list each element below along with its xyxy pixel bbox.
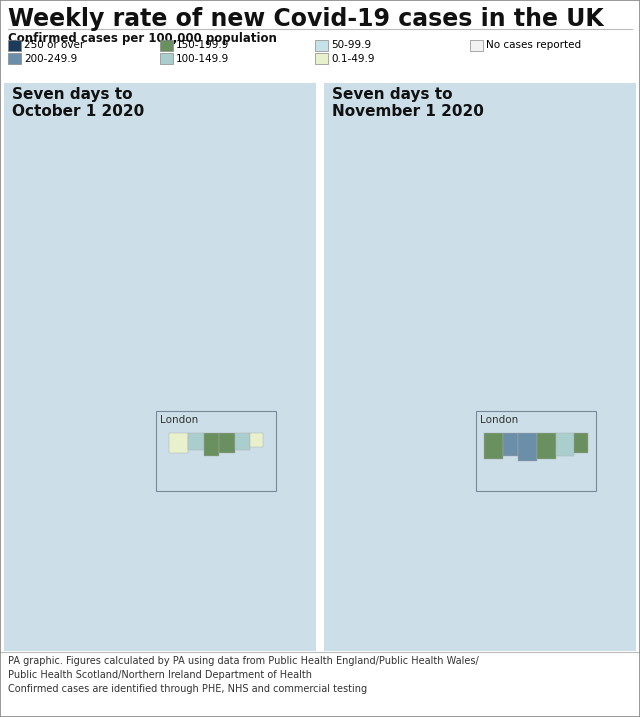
Bar [470, 40, 483, 51]
Bar [575, 433, 588, 453]
Bar [503, 433, 518, 456]
Bar [219, 433, 235, 453]
Bar [156, 411, 276, 491]
Text: London: London [160, 415, 198, 425]
Bar [250, 433, 263, 447]
Bar [556, 433, 575, 456]
Bar [235, 433, 250, 450]
Text: Weekly rate of new Covid-19 cases in the UK: Weekly rate of new Covid-19 cases in the… [8, 7, 604, 31]
Bar [160, 53, 173, 64]
Text: Seven days to
November 1 2020: Seven days to November 1 2020 [332, 87, 484, 120]
Bar [160, 40, 173, 51]
Text: PA graphic. Figures calculated by PA using data from Public Health England/Publi: PA graphic. Figures calculated by PA usi… [8, 656, 479, 694]
Bar [537, 433, 556, 459]
Text: 250 or over: 250 or over [24, 40, 84, 50]
Bar [518, 433, 537, 462]
Bar [169, 433, 188, 453]
Bar [315, 53, 328, 64]
Bar [8, 40, 21, 51]
Bar [188, 433, 204, 450]
Text: 100-149.9: 100-149.9 [176, 54, 229, 64]
Bar [204, 433, 219, 456]
Text: Seven days to
October 1 2020: Seven days to October 1 2020 [12, 87, 144, 120]
Text: 200-249.9: 200-249.9 [24, 54, 77, 64]
Bar [476, 411, 596, 491]
Text: No cases reported: No cases reported [486, 40, 581, 50]
Text: 0.1-49.9: 0.1-49.9 [331, 54, 374, 64]
Bar [8, 53, 21, 64]
Text: 50-99.9: 50-99.9 [331, 40, 371, 50]
Bar [324, 83, 636, 651]
Text: 150-199.9: 150-199.9 [176, 40, 229, 50]
Text: Confirmed cases per 100,000 population: Confirmed cases per 100,000 population [8, 32, 277, 45]
Text: London: London [480, 415, 518, 425]
Bar [4, 83, 316, 651]
Bar [484, 433, 503, 459]
Bar [315, 40, 328, 51]
